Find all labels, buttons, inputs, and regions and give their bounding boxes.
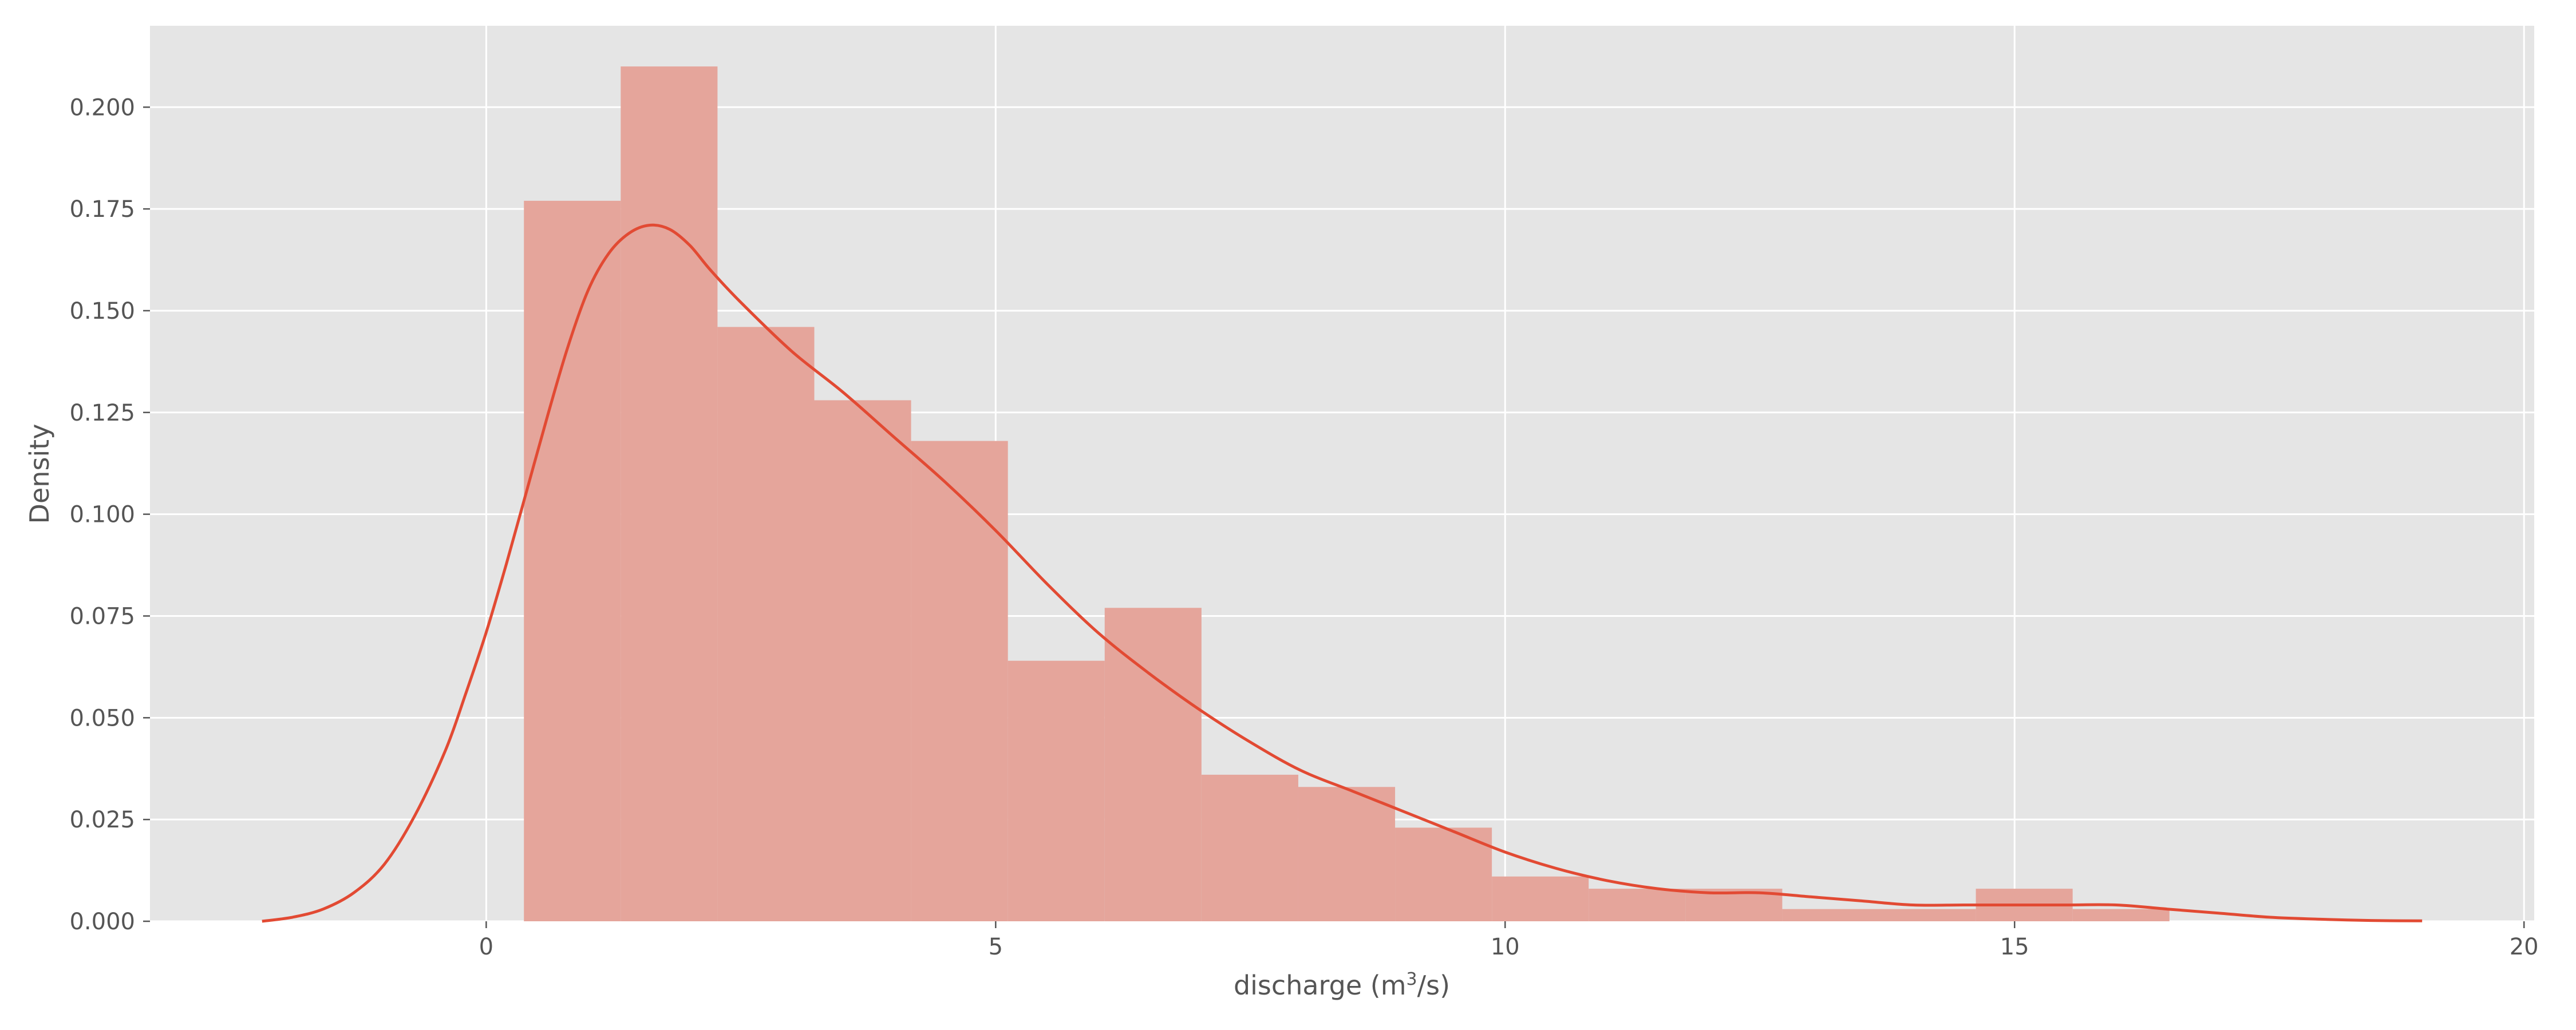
histogram-bar-13 (1782, 909, 1879, 921)
y-tick-label-6: 0.150 (69, 298, 135, 324)
y-tick-label-2: 0.050 (69, 705, 135, 731)
histogram-bar-4 (911, 441, 1008, 921)
histogram-bar-9 (1395, 827, 1492, 921)
y-axis-ticks: 0.000 0.025 0.050 0.075 0.100 0.125 0.150 0.175… (69, 94, 150, 935)
x-axis-label-prefix: discharge (m (1234, 970, 1406, 1001)
kde-line (262, 223, 2423, 923)
x-axis-label: discharge (m3/s) (1234, 969, 1450, 1001)
histogram-bar-5 (1008, 660, 1105, 921)
x-tick-label-0: 0 (479, 934, 493, 960)
x-axis-label-superscript: 3 (1406, 969, 1417, 989)
y-tick-label-4: 0.100 (69, 502, 135, 528)
histogram-bar-14 (1879, 909, 1976, 921)
x-tick-label-4: 20 (2510, 934, 2539, 960)
x-tick-label-2: 10 (1491, 934, 1520, 960)
histogram-bar-1 (621, 66, 718, 922)
y-tick-label-0: 0.000 (69, 909, 135, 935)
histogram-bar-10 (1492, 876, 1589, 921)
x-axis-label-suffix: /s) (1417, 970, 1450, 1001)
histogram-bars (524, 66, 2170, 922)
histogram-bar-0 (524, 200, 621, 921)
histogram-bar-11 (1589, 889, 1686, 921)
x-tick-label-1: 5 (989, 934, 1003, 960)
histogram-bar-16 (2072, 909, 2170, 921)
histogram-bar-7 (1201, 774, 1298, 921)
y-tick-label-7: 0.175 (69, 196, 135, 223)
x-tick-label-3: 15 (2000, 934, 2029, 960)
y-axis-label: Density (24, 424, 55, 524)
histogram-bar-6 (1104, 608, 1202, 921)
y-tick-label-1: 0.025 (69, 807, 135, 833)
y-tick-label-8: 0.200 (69, 94, 135, 121)
histogram-bar-2 (717, 327, 815, 921)
histogram-bar-3 (814, 400, 911, 921)
x-axis-ticks: 0 5 10 15 20 (479, 921, 2539, 960)
histogram-bar-8 (1298, 787, 1396, 921)
y-tick-label-3: 0.075 (69, 603, 135, 629)
y-tick-label-5: 0.125 (69, 400, 135, 426)
